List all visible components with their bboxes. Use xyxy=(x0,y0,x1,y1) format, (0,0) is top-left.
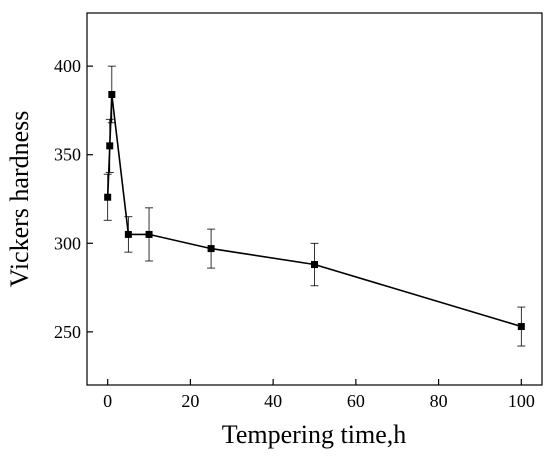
y-tick-label: 400 xyxy=(54,56,81,76)
x-tick-label: 40 xyxy=(264,391,282,411)
x-tick-label: 60 xyxy=(347,391,365,411)
x-tick-label: 80 xyxy=(430,391,448,411)
x-tick-label: 100 xyxy=(508,391,535,411)
y-tick-label: 350 xyxy=(54,145,81,165)
x-tick-label: 0 xyxy=(103,391,112,411)
x-axis-ticks: 0 20 40 60 80 100 xyxy=(103,379,535,411)
plot-frame xyxy=(86,12,543,386)
data-point xyxy=(517,323,525,331)
series-line xyxy=(106,94,522,328)
y-tick-label: 250 xyxy=(54,322,81,342)
data-markers xyxy=(104,90,525,331)
y-axis-title: Vickers hardness xyxy=(5,111,34,288)
data-point xyxy=(311,261,318,269)
y-axis-ticks: 250 300 350 400 xyxy=(54,56,93,342)
error-bars xyxy=(103,65,526,347)
data-point xyxy=(104,193,112,201)
data-point xyxy=(145,230,153,238)
data-point xyxy=(124,230,132,238)
y-tick-label: 300 xyxy=(54,233,81,253)
x-axis-title: Tempering time,h xyxy=(222,420,406,449)
data-point xyxy=(108,90,116,98)
data-point xyxy=(207,245,215,253)
x-tick-label: 20 xyxy=(181,391,199,411)
data-point xyxy=(106,142,114,150)
